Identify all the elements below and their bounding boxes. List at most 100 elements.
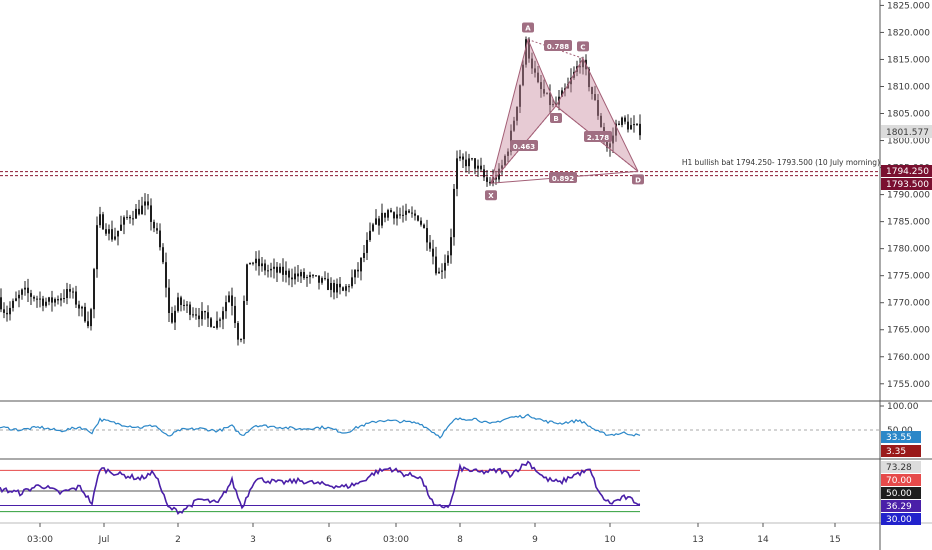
candle-body [237,323,239,340]
candle-body [213,326,215,328]
osc-value-tag [881,445,921,457]
candle-body [423,224,425,229]
candle-body [285,270,287,275]
candle-body [390,210,392,213]
price-tick-label: 1800.000 [887,137,930,147]
candle-body [348,286,350,288]
level-tag [881,178,932,190]
candle-body [261,263,263,267]
price-tick-label: 1780.000 [887,245,930,255]
candle-body [18,294,20,299]
candle-body [333,282,335,293]
candle-body [153,221,155,229]
candle-body [126,216,128,218]
candle-body [477,165,479,169]
candle-body [279,266,281,273]
candle-body [75,291,77,305]
candle-body [54,299,56,303]
oscillator-pane [0,413,880,439]
candle-body [339,283,341,288]
osc-value-label: 33.55 [886,433,912,443]
pattern-bcd [555,57,639,172]
candle-body [336,283,338,293]
candle-body [402,214,404,216]
candle-body [366,239,368,253]
pattern-point-label: D [635,176,641,184]
candle-body [270,268,272,271]
candle-body [291,277,293,280]
candle-body [192,314,194,316]
candle-body [147,201,149,206]
candle-body [591,87,593,95]
candle-body [198,315,200,320]
price-tick-label: 1805.000 [887,110,930,120]
candle-body [87,321,89,327]
candle-body [327,278,329,290]
candle-body [117,230,119,237]
candle-body [63,298,65,300]
rsi-value-label: 30.00 [886,515,912,525]
level-tag [881,165,932,177]
rsi-value-tag [881,461,921,473]
candle-body [471,158,473,160]
candle-body [462,156,464,160]
price-axis[interactable]: 1825.000 1820.000 1815.000 1810.000 1805.000… [880,1,932,525]
candle-body [105,229,107,234]
candle-body [627,121,629,130]
pattern-point-badge [577,41,589,52]
candle-body [342,287,344,291]
candle-body [516,106,518,121]
candle-body [240,339,242,341]
time-axis[interactable]: 03:00 Jul 2 3 6 03:00 8 9 10 13 14 15 [27,523,841,545]
price-tick-label: 1775.000 [887,272,930,282]
candle-body [39,298,41,300]
candle-body [159,230,161,248]
candle-body [528,39,530,59]
price-tick-label: 1815.000 [887,55,930,65]
candle-body [354,269,356,278]
candle-body [297,273,299,277]
candle-body [561,90,563,97]
candle-body [321,278,323,283]
candle-body [267,270,269,272]
candle-body [48,297,50,302]
candle-body [66,289,68,299]
candle-body [45,301,47,306]
candle-body [243,300,245,340]
candle-body [567,84,569,89]
rsi-value-label: 50.00 [886,489,912,499]
candle-body [135,208,137,219]
candle-body [60,298,62,301]
candle-body [12,300,14,308]
price-tick-label: 1810.000 [887,82,930,92]
price-tick-label: 1760.000 [887,353,930,363]
candle-body [507,151,509,156]
time-tick-label: 2 [175,535,181,545]
candle-body [231,295,233,306]
candle-body [609,143,611,148]
candle-body [93,269,95,310]
last-price-label: 1801.577 [886,128,929,138]
candle-body [438,271,440,274]
candle-body [195,314,197,316]
candle-body [426,228,428,243]
candle-body [171,313,173,323]
candle-body [612,135,614,144]
candle-body [42,298,44,306]
candle-body [414,213,416,216]
candle-body [537,72,539,83]
level-tag-label: 1794.250 [886,167,929,177]
candle-body [381,212,383,226]
candle-body [216,320,218,328]
price-tick-label: 1820.000 [887,28,930,38]
candle-body [570,77,572,85]
rsi-value-tag [881,513,921,525]
candle-body [486,177,488,182]
level-tag-label: 1793.500 [886,180,929,190]
candle-body [315,275,317,277]
rsi-value-label: 36.29 [886,502,912,512]
candle-body [57,299,59,301]
candle-body [30,293,32,297]
pattern-point-badge [522,22,534,33]
price-candles [0,36,641,346]
